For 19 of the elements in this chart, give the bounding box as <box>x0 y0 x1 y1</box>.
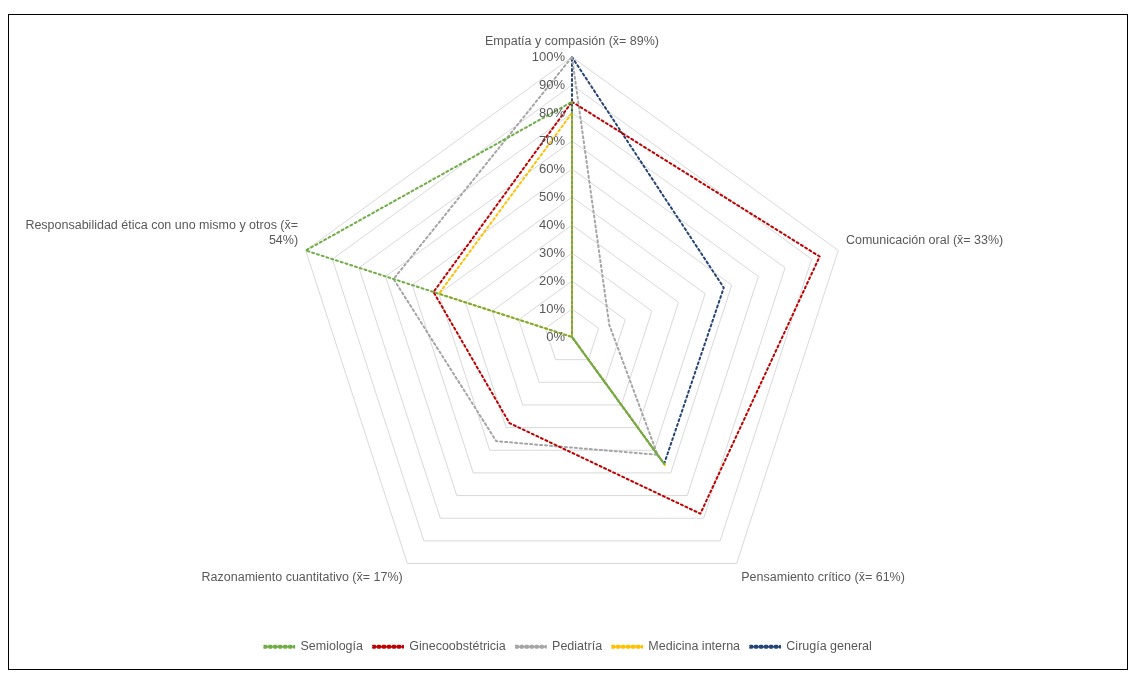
legend-label: Ginecoobstétricia <box>409 639 506 654</box>
y-tick-label: 60% <box>538 160 566 176</box>
y-tick-label: 30% <box>538 244 566 260</box>
y-tick-label: 50% <box>538 188 566 204</box>
y-tick-label: 40% <box>538 216 566 232</box>
y-tick-label: 100% <box>531 48 566 64</box>
spoke-label: Responsabilidad ética con uno mismo y otros (x̄= 54%) <box>25 217 299 247</box>
y-tick-label: 0% <box>546 328 566 344</box>
y-tick-label: 20% <box>538 272 566 288</box>
legend-label: Cirugía general <box>786 639 872 654</box>
legend-label: Semiología <box>300 639 364 654</box>
spoke-label: Empatía y compasión (x̄= 89%) <box>484 33 660 48</box>
spoke-label: Razonamiento cuantitativo (x̄= 17%) <box>201 569 403 584</box>
y-tick-label: 10% <box>538 300 566 316</box>
legend-label: Pediatría <box>552 639 603 654</box>
y-tick-label: 90% <box>538 76 566 92</box>
legend-label: Medicina interna <box>648 639 741 654</box>
spoke-label: Comunicación oral (x̄= 33%) <box>845 232 1004 247</box>
spoke-label: Pensamiento crítico (x̄= 61%) <box>741 569 905 584</box>
